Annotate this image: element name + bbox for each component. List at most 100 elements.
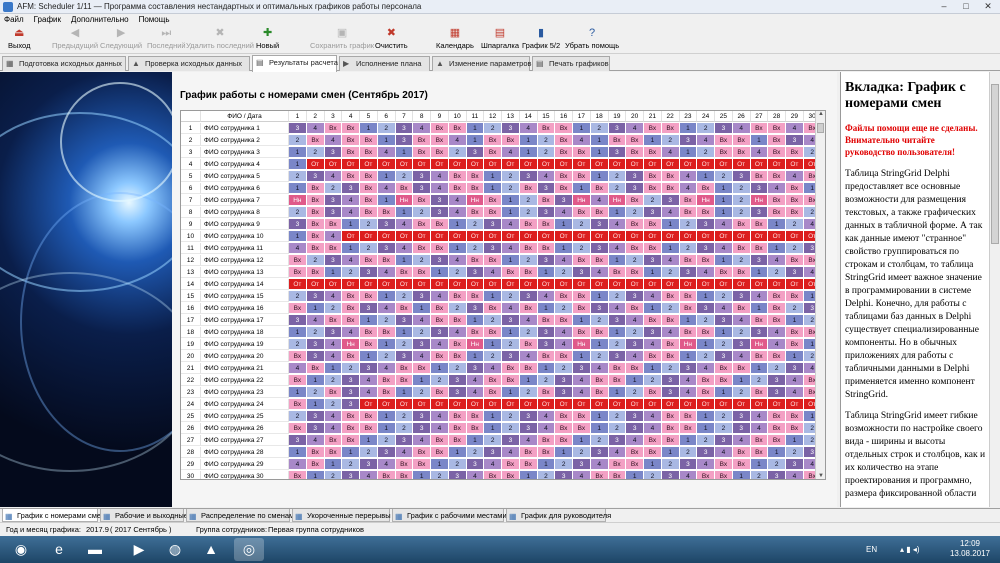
- schedule-cell[interactable]: Вх: [537, 315, 556, 326]
- schedule-cell[interactable]: 2: [661, 267, 680, 278]
- schedule-cell[interactable]: От: [555, 231, 573, 242]
- schedule-cell[interactable]: 4: [324, 135, 343, 146]
- schedule-cell[interactable]: 3: [519, 423, 538, 434]
- schedule-cell[interactable]: 1: [750, 135, 769, 146]
- schedule-cell[interactable]: 1: [289, 231, 307, 242]
- schedule-cell[interactable]: 4: [360, 471, 378, 479]
- schedule-cell[interactable]: 1: [537, 303, 556, 314]
- schedule-cell[interactable]: 3: [555, 195, 573, 206]
- schedule-cell[interactable]: 2: [715, 339, 733, 350]
- schedule-cell[interactable]: 2: [750, 471, 769, 479]
- schedule-cell[interactable]: Вх: [750, 219, 769, 230]
- schedule-cell[interactable]: Вх: [750, 447, 769, 458]
- schedule-cell[interactable]: 2: [324, 183, 343, 194]
- schedule-cell[interactable]: 3: [750, 207, 769, 218]
- schedule-cell[interactable]: 3: [679, 267, 698, 278]
- toolbar-button-help[interactable]: ? Убрать помощь: [565, 27, 619, 53]
- schedule-cell[interactable]: Вх: [661, 411, 680, 422]
- schedule-cell[interactable]: Вх: [786, 327, 804, 338]
- schedule-cell[interactable]: 1: [431, 363, 449, 374]
- schedule-cell[interactable]: От: [661, 159, 680, 170]
- schedule-cell[interactable]: 1: [590, 423, 609, 434]
- schedule-cell[interactable]: 2: [697, 147, 715, 158]
- schedule-cell[interactable]: 3: [679, 363, 698, 374]
- schedule-cell[interactable]: От: [502, 231, 520, 242]
- schedule-cell[interactable]: От: [661, 231, 680, 242]
- schedule-cell[interactable]: 3: [377, 243, 396, 254]
- schedule-cell[interactable]: 4: [413, 315, 431, 326]
- schedule-cell[interactable]: Вх: [555, 423, 573, 434]
- schedule-cell[interactable]: 2: [697, 315, 715, 326]
- schedule-cell[interactable]: Вх: [484, 207, 502, 218]
- schedule-cell[interactable]: Вх: [484, 375, 502, 386]
- schedule-cell[interactable]: 2: [537, 147, 556, 158]
- schedule-cell[interactable]: От: [715, 399, 733, 410]
- schedule-cell[interactable]: 2: [324, 375, 343, 386]
- schedule-cell[interactable]: От: [377, 231, 396, 242]
- schedule-cell[interactable]: 1: [715, 183, 733, 194]
- schedule-cell[interactable]: 4: [431, 411, 449, 422]
- schedule-cell[interactable]: 1: [395, 255, 414, 266]
- schedule-cell[interactable]: 4: [786, 171, 804, 182]
- schedule-cell[interactable]: 2: [644, 375, 662, 386]
- schedule-cell[interactable]: 4: [519, 351, 538, 362]
- schedule-cell[interactable]: 2: [608, 339, 627, 350]
- schedule-cell[interactable]: Вх: [306, 195, 325, 206]
- schedule-cell[interactable]: 2: [732, 327, 751, 338]
- schedule-cell[interactable]: Вх: [679, 195, 698, 206]
- app-icon[interactable]: ▲: [204, 541, 218, 557]
- scroll-up-icon[interactable]: ▲: [818, 111, 824, 117]
- schedule-cell[interactable]: 2: [324, 471, 343, 479]
- schedule-cell[interactable]: 2: [306, 255, 325, 266]
- schedule-cell[interactable]: 3: [590, 447, 609, 458]
- schedule-cell[interactable]: 2: [466, 447, 485, 458]
- schedule-cell[interactable]: 1: [697, 411, 715, 422]
- schedule-cell[interactable]: От: [395, 159, 414, 170]
- schedule-cell[interactable]: 1: [786, 351, 804, 362]
- schedule-cell[interactable]: 2: [306, 387, 325, 398]
- schedule-cell[interactable]: 4: [590, 195, 609, 206]
- schedule-cell[interactable]: 1: [466, 123, 485, 134]
- schedule-cell[interactable]: 3: [750, 255, 769, 266]
- schedule-cell[interactable]: 1: [306, 471, 325, 479]
- schedule-cell[interactable]: От: [537, 399, 556, 410]
- schedule-cell[interactable]: От: [431, 279, 449, 290]
- schedule-cell[interactable]: 2: [555, 267, 573, 278]
- schedule-cell[interactable]: 1: [448, 243, 467, 254]
- schedule-cell[interactable]: 3: [768, 375, 786, 386]
- schedule-cell[interactable]: Вх: [750, 315, 769, 326]
- schedule-cell[interactable]: От: [732, 279, 751, 290]
- schedule-cell[interactable]: 4: [715, 243, 733, 254]
- schedule-cell[interactable]: 2: [697, 435, 715, 446]
- schedule-cell[interactable]: Нн: [466, 339, 485, 350]
- language-indicator[interactable]: EN: [866, 545, 878, 554]
- schedule-cell[interactable]: 3: [661, 471, 680, 479]
- schedule-cell[interactable]: 1: [573, 123, 591, 134]
- schedule-cell[interactable]: 1: [502, 327, 520, 338]
- schedule-cell[interactable]: 1: [786, 435, 804, 446]
- schedule-cell[interactable]: Вх: [626, 363, 644, 374]
- schedule-cell[interactable]: Вх: [732, 363, 751, 374]
- schedule-cell[interactable]: 4: [413, 435, 431, 446]
- schedule-cell[interactable]: 4: [732, 351, 751, 362]
- schedule-cell[interactable]: 3: [608, 147, 627, 158]
- schedule-cell[interactable]: От: [342, 159, 360, 170]
- tray-icons[interactable]: ▴ ▮ ◂): [900, 545, 920, 554]
- schedule-cell[interactable]: Вх: [431, 135, 449, 146]
- schedule-cell[interactable]: 4: [590, 267, 609, 278]
- schedule-cell[interactable]: 1: [679, 351, 698, 362]
- schedule-cell[interactable]: Вх: [342, 135, 360, 146]
- schedule-cell[interactable]: 2: [573, 219, 591, 230]
- schedule-cell[interactable]: От: [466, 231, 485, 242]
- schedule-cell[interactable]: 3: [431, 255, 449, 266]
- schedule-cell[interactable]: От: [342, 279, 360, 290]
- schedule-cell[interactable]: От: [786, 231, 804, 242]
- schedule-cell[interactable]: Нн: [573, 195, 591, 206]
- schedule-cell[interactable]: Вх: [732, 267, 751, 278]
- schedule-cell[interactable]: Вх: [697, 207, 715, 218]
- schedule-cell[interactable]: 3: [555, 471, 573, 479]
- schedule-cell[interactable]: От: [395, 399, 414, 410]
- schedule-cell[interactable]: Вх: [324, 447, 343, 458]
- schedule-cell[interactable]: Вх: [750, 243, 769, 254]
- schedule-cell[interactable]: 4: [289, 459, 307, 470]
